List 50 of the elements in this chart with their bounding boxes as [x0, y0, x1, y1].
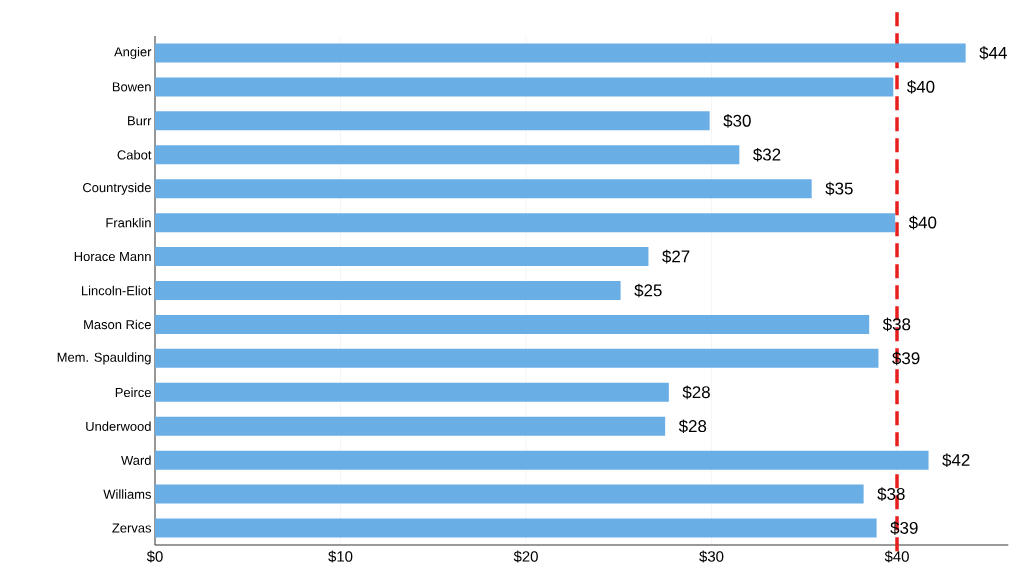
data-label: $40	[907, 80, 935, 94]
data-label: $38	[877, 487, 905, 501]
data-label: $40	[908, 215, 937, 230]
y-tick-label: Peirce	[115, 387, 151, 398]
bar	[155, 213, 896, 233]
x-tick-label: $30	[699, 550, 724, 563]
y-tick-label: Bowen	[112, 82, 151, 92]
y-tick-label: Franklin	[106, 217, 151, 228]
x-tick-label: $40	[884, 550, 909, 563]
y-tick-label: Mem. Spaulding	[57, 352, 151, 365]
x-tick-label: $10	[328, 550, 353, 563]
bar	[155, 382, 669, 402]
data-label: $35	[825, 181, 853, 196]
bar	[155, 247, 649, 267]
bar	[155, 43, 966, 63]
bar	[155, 281, 621, 300]
data-label: $30	[723, 113, 751, 128]
data-label: $38	[882, 317, 911, 332]
x-tick-label: $0	[146, 550, 163, 563]
data-label: $39	[892, 351, 920, 366]
bar	[155, 348, 879, 368]
bar	[155, 450, 929, 470]
bar	[155, 518, 877, 538]
data-label: $27	[662, 249, 690, 264]
y-tick-label: Burr	[128, 116, 152, 126]
y-tick-label: Countryside	[83, 182, 151, 195]
bar	[155, 179, 812, 199]
y-tick-label: Zervas	[112, 523, 152, 533]
y-tick-label: Williams	[103, 489, 152, 499]
data-label: $32	[753, 147, 781, 162]
bar	[155, 111, 710, 131]
bar	[155, 145, 740, 165]
data-label: $28	[678, 419, 707, 434]
bar	[155, 77, 894, 97]
y-tick-label: Horace Mann	[74, 252, 151, 262]
bar	[155, 314, 870, 334]
y-tick-label: Lincoln-Eliot	[81, 285, 152, 296]
data-label: $39	[890, 521, 918, 535]
y-tick-label: Mason Rice	[84, 319, 151, 330]
data-label: $44	[979, 46, 1007, 60]
bar	[155, 484, 864, 504]
data-label: $42	[942, 453, 970, 468]
y-tick-label: Angier	[114, 46, 152, 59]
y-tick-label: Ward	[121, 455, 151, 465]
bar	[155, 416, 666, 436]
data-label: $28	[682, 385, 710, 400]
y-tick-label: Underwood	[86, 421, 151, 431]
data-label: $25	[634, 283, 662, 298]
y-tick-label: Cabot	[117, 150, 152, 160]
x-tick-label: $20	[513, 550, 538, 563]
